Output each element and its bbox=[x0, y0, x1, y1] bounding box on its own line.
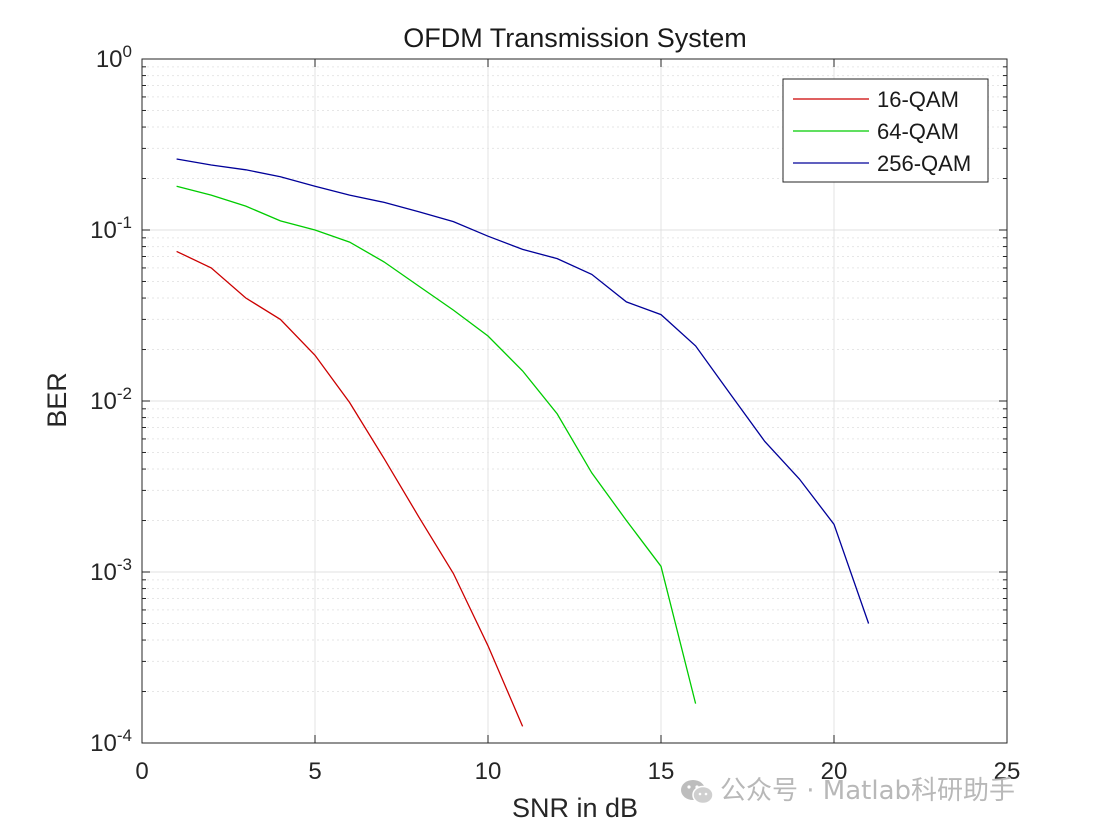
x-tick-label: 5 bbox=[308, 758, 321, 785]
legend: 16-QAM 64-QAM 256-QAM bbox=[782, 78, 989, 183]
x-tick-label: 20 bbox=[821, 758, 848, 785]
data-series bbox=[176, 158, 870, 727]
watermark: 公众号 · Matlab科研助手 bbox=[680, 770, 1015, 807]
y-tick-label: 10-3 bbox=[90, 555, 132, 586]
wechat-icon bbox=[681, 779, 714, 804]
series-line-256-qam bbox=[176, 158, 870, 624]
chart-title: OFDM Transmission System bbox=[403, 23, 747, 53]
y-tick-label: 10-2 bbox=[90, 384, 132, 415]
y-tick-label: 100 bbox=[96, 42, 132, 73]
series-line-16-qam bbox=[176, 250, 524, 727]
series-line-64-qam bbox=[176, 185, 697, 704]
y-axis-label: BER bbox=[42, 372, 72, 428]
y-tick-label: 10-1 bbox=[90, 213, 132, 244]
x-tick-label: 25 bbox=[994, 758, 1021, 785]
x-axis-label: SNR in dB bbox=[512, 793, 638, 823]
y-tick-label: 10-4 bbox=[90, 726, 132, 757]
x-tick-label: 10 bbox=[475, 758, 502, 785]
legend-label: 16-QAM bbox=[877, 87, 959, 112]
legend-label: 64-QAM bbox=[877, 119, 959, 144]
x-tick-label: 0 bbox=[135, 758, 148, 785]
x-tick-label: 15 bbox=[648, 758, 675, 785]
axis-ticks: 0 5 10 15 20 25 100 10-1 10-2 10-3 10-4 bbox=[90, 42, 1020, 785]
legend-label: 256-QAM bbox=[877, 151, 971, 176]
watermark-text: 公众号 · Matlab科研助手 bbox=[720, 776, 1016, 806]
